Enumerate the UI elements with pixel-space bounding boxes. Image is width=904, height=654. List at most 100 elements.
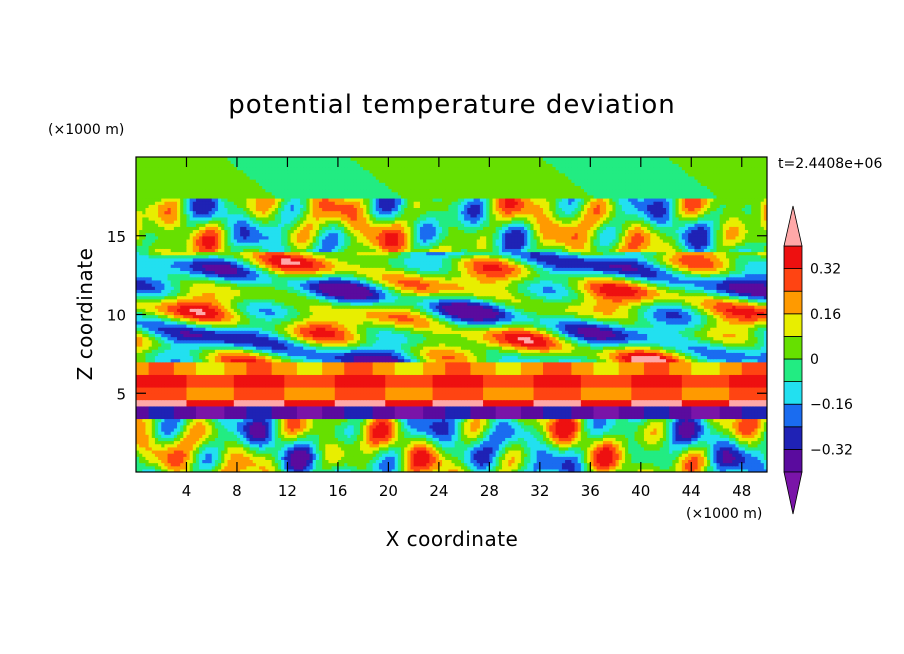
field-cell <box>505 440 509 445</box>
field-cell <box>732 456 737 460</box>
field-cell <box>322 449 326 454</box>
field-cell <box>530 449 535 454</box>
field-cell <box>205 421 210 426</box>
field-cell <box>268 468 273 472</box>
field-cell <box>268 437 273 442</box>
field-cell <box>457 443 462 448</box>
field-cell <box>353 431 358 435</box>
field-cell <box>331 449 336 454</box>
field-cell <box>697 453 702 457</box>
field-cell <box>659 440 664 445</box>
field-cell <box>360 462 364 467</box>
field-cell <box>142 437 147 442</box>
field-cell <box>233 424 238 429</box>
field-cell <box>577 465 582 470</box>
field-cell <box>344 456 348 460</box>
field-cell <box>584 440 588 445</box>
field-cell <box>243 443 248 448</box>
field-cell <box>558 459 563 464</box>
field-cell <box>457 449 462 454</box>
field-cell <box>202 446 207 451</box>
field-cell <box>331 437 336 442</box>
field-cell <box>423 443 427 448</box>
field-cell <box>517 421 522 426</box>
field-cell <box>300 434 304 438</box>
field-cell <box>281 456 285 460</box>
field-cell <box>536 462 541 467</box>
field-cell <box>378 431 383 435</box>
field-cell <box>631 456 636 460</box>
field-cell <box>164 427 169 432</box>
field-cell <box>363 453 367 457</box>
field-cell <box>691 437 696 442</box>
field-cell <box>489 459 494 464</box>
field-cell <box>760 449 765 454</box>
field-cell <box>555 440 560 445</box>
field-cell <box>719 456 724 460</box>
field-cell <box>435 437 440 442</box>
field-cell <box>360 459 364 464</box>
field-cell <box>744 449 749 454</box>
field-cell <box>281 421 285 426</box>
field-cell <box>360 424 364 429</box>
field-cell <box>744 443 749 448</box>
field-cell <box>653 421 658 426</box>
field-cell <box>479 443 484 448</box>
field-cell <box>290 456 295 460</box>
field-cell <box>303 424 307 429</box>
field-cell <box>479 421 484 426</box>
field-cell <box>255 443 260 448</box>
field-cell <box>334 443 339 448</box>
field-cell <box>277 418 282 423</box>
field-cell <box>429 421 434 426</box>
field-cell <box>517 443 522 448</box>
field-cell <box>202 424 207 429</box>
field-cell <box>634 446 639 451</box>
field-cell <box>186 427 191 432</box>
field-cell <box>707 449 711 454</box>
field-cell <box>508 462 513 467</box>
field-cell <box>423 418 427 423</box>
field-cell <box>606 453 610 457</box>
field-cell <box>145 446 150 451</box>
field-cell <box>208 418 213 423</box>
field-cell <box>675 449 680 454</box>
field-cell <box>735 440 740 445</box>
field-cell <box>164 421 169 426</box>
field-cell <box>546 453 550 457</box>
field-cell <box>744 437 749 442</box>
field-cell <box>684 434 689 438</box>
field-cell <box>303 456 307 460</box>
field-cell <box>211 437 216 442</box>
field-cell <box>555 443 560 448</box>
field-cell <box>760 440 765 445</box>
field-cell <box>407 456 412 460</box>
field-cell <box>303 443 307 448</box>
field-cell <box>318 446 323 451</box>
field-cell <box>530 424 535 429</box>
field-cell <box>577 431 582 435</box>
field-cell <box>208 443 213 448</box>
field-cell <box>464 443 468 448</box>
field-cell <box>495 453 500 457</box>
field-cell <box>394 462 399 467</box>
field-cell <box>202 456 207 460</box>
field-cell <box>268 456 273 460</box>
field-cell <box>643 427 648 432</box>
field-cell <box>195 456 200 460</box>
field-cell <box>246 424 251 429</box>
field-cell <box>230 449 235 454</box>
field-cell <box>744 468 749 472</box>
field-cell <box>571 459 576 464</box>
field-cell <box>666 424 670 429</box>
field-cell <box>268 465 273 470</box>
field-cell <box>353 465 358 470</box>
field-cell <box>577 462 582 467</box>
field-cell <box>732 443 737 448</box>
field-cell <box>145 421 150 426</box>
field-cell <box>208 449 213 454</box>
field-cell <box>748 459 752 464</box>
field-cell <box>419 437 424 442</box>
field-cell <box>596 431 601 435</box>
field-cell <box>300 437 304 442</box>
